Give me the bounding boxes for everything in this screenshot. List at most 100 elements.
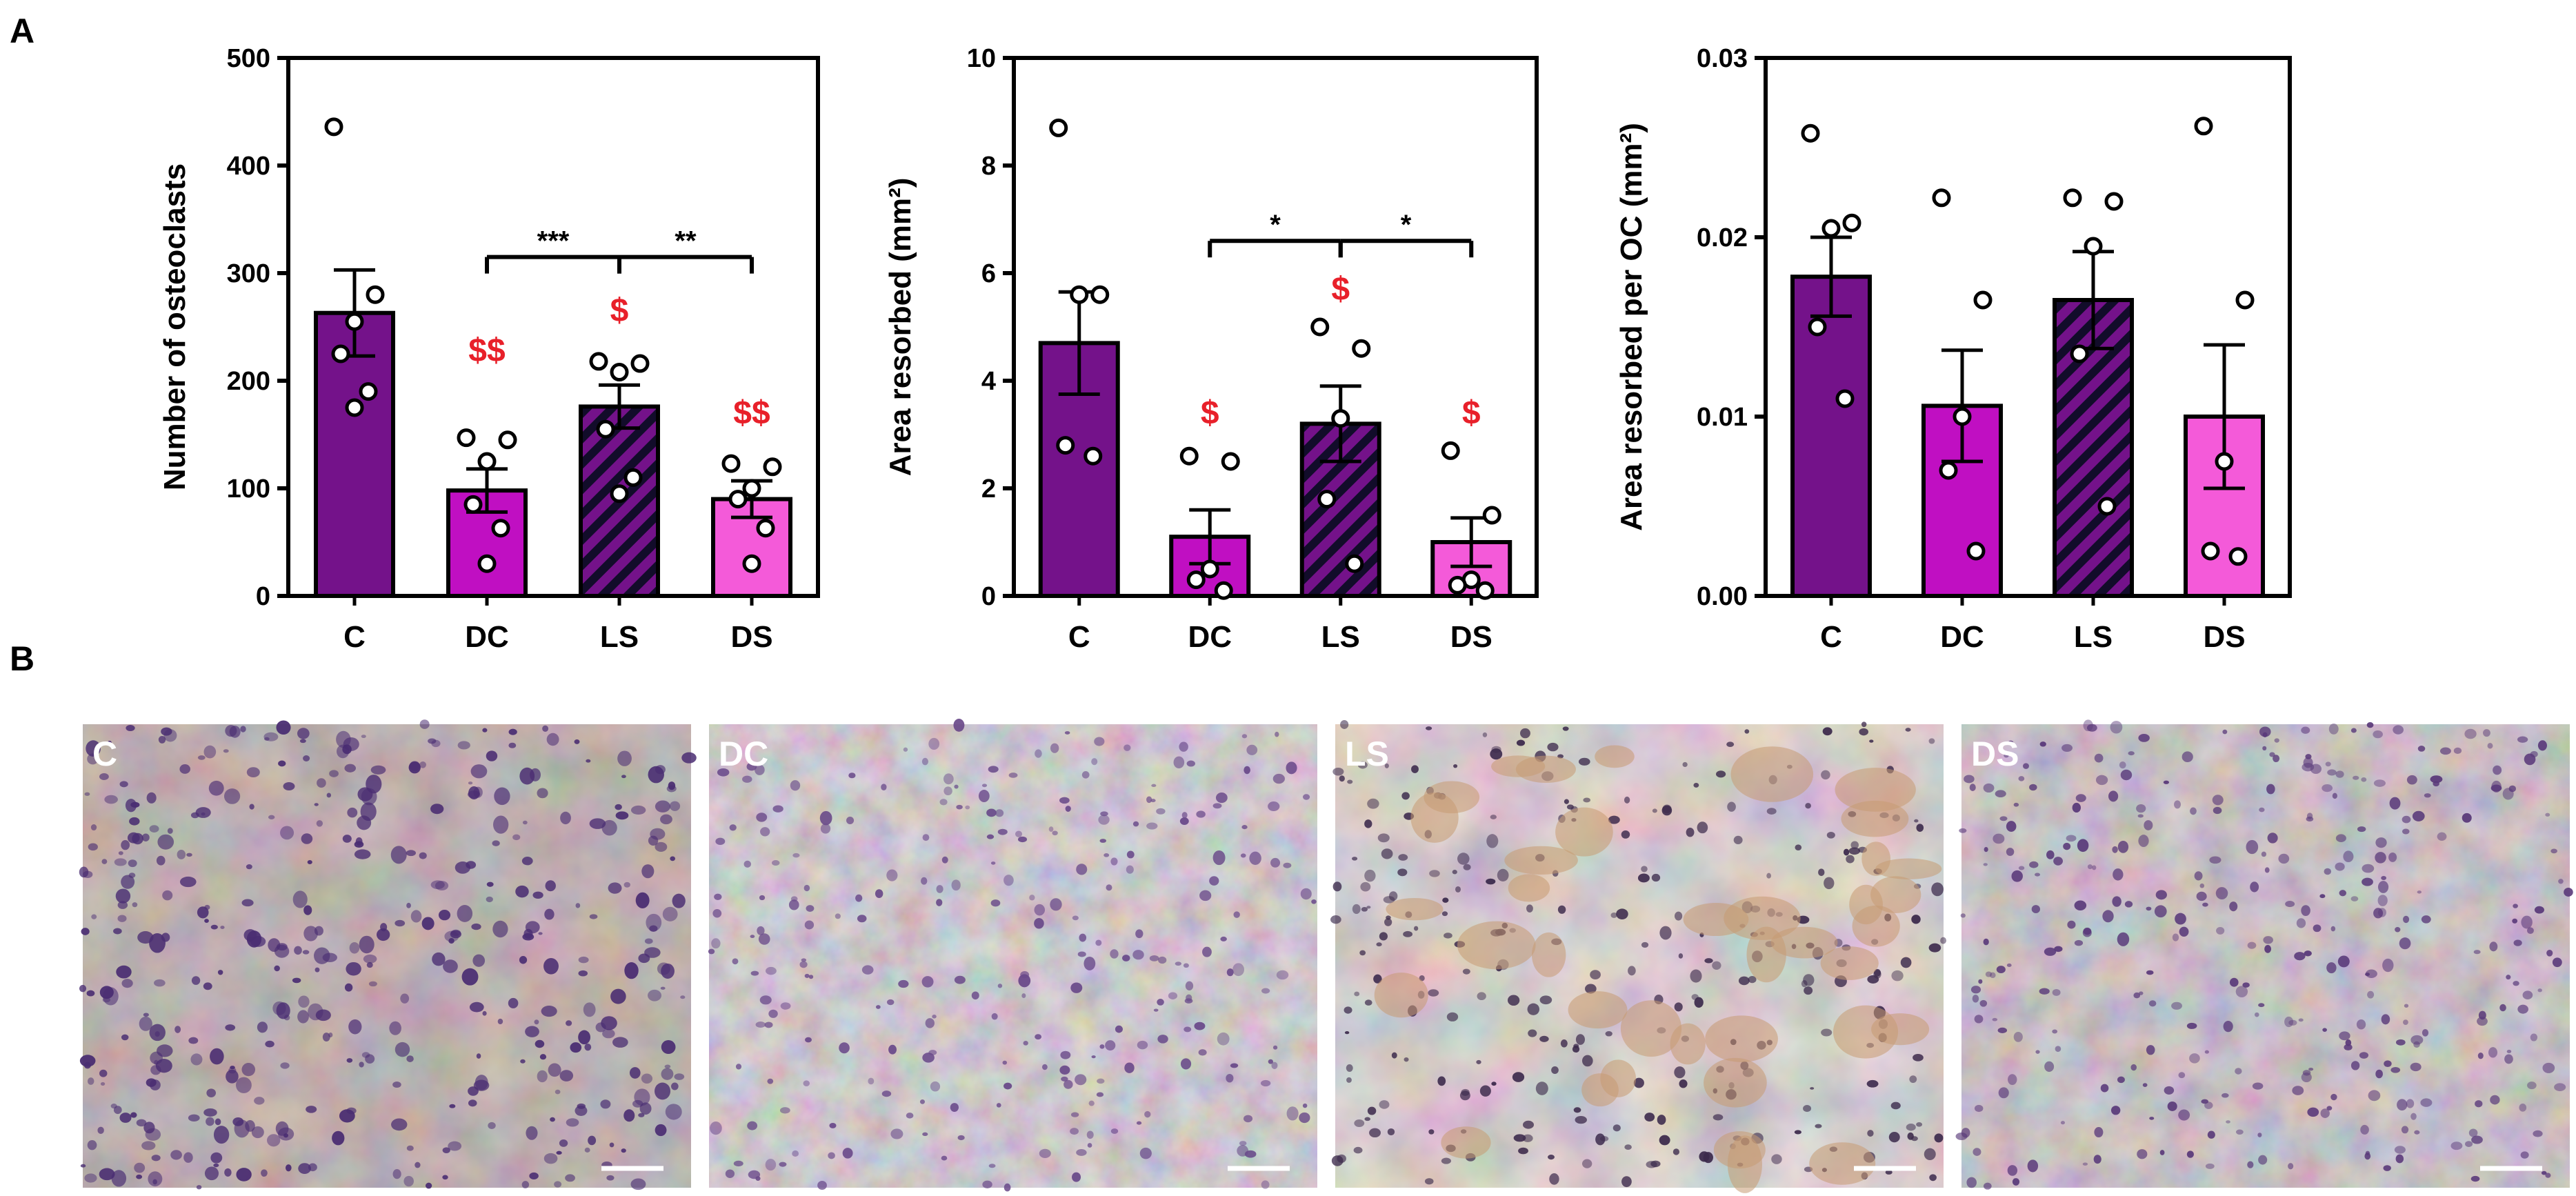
cell [660,986,666,990]
cell [2389,797,2401,810]
data-point [1475,581,1495,600]
resorption-pit [1705,1015,1778,1062]
cell [2008,1074,2017,1086]
cell [1379,1100,1390,1109]
cell [2264,867,2270,873]
cell [2437,832,2447,841]
cell [2513,939,2522,946]
data-point [1049,118,1068,137]
cell [400,993,410,1004]
micrograph-ls: LS [1330,719,1946,1193]
cell [988,1164,996,1168]
cell [661,963,675,979]
cell [1376,942,1382,947]
resorption-pit [1410,793,1459,843]
category-label: LS [600,620,639,654]
cell [2190,807,2197,815]
resorption-pit [1849,884,1883,925]
cell [988,766,999,773]
cell [2421,915,2431,924]
cell [1441,1157,1451,1164]
cell [1704,958,1713,964]
cell [203,745,217,759]
cell [406,902,411,908]
y-tick-label: 0.03 [1697,44,1748,73]
cell [545,880,556,892]
cell [2490,1095,2500,1105]
cell [292,977,301,984]
micrograph-c: C [79,719,697,1190]
cell [188,1114,200,1122]
cell [115,888,131,904]
data-point [498,430,517,450]
cell [195,807,211,818]
cell [2545,1173,2551,1178]
cell [1347,779,1353,784]
cell [1110,857,1118,866]
cell [317,778,326,788]
cell [1479,1085,1491,1097]
data-point [1186,570,1206,590]
cell [1605,1030,1613,1037]
cell [1621,1176,1632,1188]
cell [1641,866,1648,873]
data-point [756,519,775,538]
cell [457,905,473,922]
cell [425,1182,432,1189]
cell [2247,1161,2254,1168]
cell [1050,743,1059,753]
chart-area-resorbed-per-oc: 0.00 0.01 0.02 0.03 Area resorbed per OC (mm… [1615,44,2292,654]
cell [1526,904,1533,913]
cell [790,896,798,901]
cell [2075,794,2086,802]
cell [1551,1066,1559,1075]
cell [555,1089,561,1095]
cell [1713,1114,1724,1121]
cell [2406,1099,2415,1108]
cell [1794,1130,1801,1135]
cell [2377,908,2386,917]
cell [868,1077,875,1085]
cell [954,784,959,789]
cell [1482,732,1488,737]
cell [2339,1031,2350,1041]
cell [128,859,137,868]
cell [190,812,199,819]
cell [2292,1086,2304,1095]
cell [390,846,407,864]
resorption-pit [1531,932,1566,977]
cell [1425,726,1432,730]
resorption-pit [1870,876,1921,913]
cell [1547,742,1559,752]
cell [297,728,310,739]
category-label: DS [1450,620,1492,654]
cell [1859,728,1868,736]
cell [995,809,1004,817]
cell [525,921,540,934]
cell [1712,961,1721,970]
resorption-pit [1833,1005,1899,1059]
cell [578,1030,590,1045]
cell [2077,839,2089,853]
cell [197,755,206,760]
cell [1910,1136,1918,1142]
data-point [324,117,343,137]
cell [2345,1039,2352,1046]
cell [768,1009,778,1018]
cell [2138,991,2144,995]
cell [136,1119,147,1127]
cell [276,720,291,735]
significance-dollar: $ [610,292,629,329]
cell [1453,764,1458,768]
cell [1367,798,1379,809]
cell [750,935,755,939]
cell [2393,725,2404,735]
cell [188,1037,199,1044]
cell [1286,1106,1299,1121]
cell [344,764,357,773]
cell [1679,1079,1688,1088]
cell [1674,1002,1683,1012]
cell [662,906,678,921]
cell [2137,814,2144,818]
cell [1429,870,1440,877]
